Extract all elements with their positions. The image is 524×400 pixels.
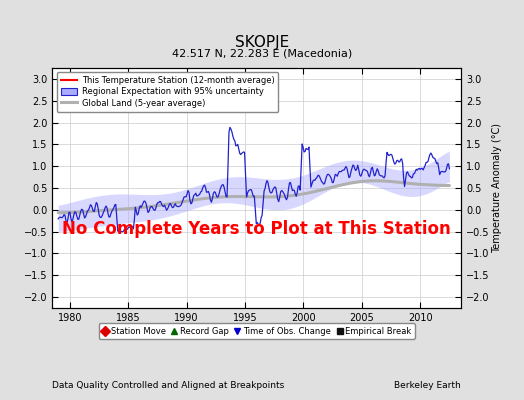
Text: Berkeley Earth: Berkeley Earth — [395, 381, 461, 390]
Text: 42.517 N, 22.283 E (Macedonia): 42.517 N, 22.283 E (Macedonia) — [172, 49, 352, 59]
Legend: This Temperature Station (12-month average), Regional Expectation with 95% uncer: This Temperature Station (12-month avera… — [57, 72, 278, 112]
Text: No Complete Years to Plot at This Station: No Complete Years to Plot at This Statio… — [62, 220, 451, 238]
Text: SKOPJE: SKOPJE — [235, 35, 289, 50]
Legend: Station Move, Record Gap, Time of Obs. Change, Empirical Break: Station Move, Record Gap, Time of Obs. C… — [99, 323, 415, 339]
Y-axis label: Temperature Anomaly (°C): Temperature Anomaly (°C) — [492, 123, 503, 253]
Text: Data Quality Controlled and Aligned at Breakpoints: Data Quality Controlled and Aligned at B… — [52, 381, 285, 390]
